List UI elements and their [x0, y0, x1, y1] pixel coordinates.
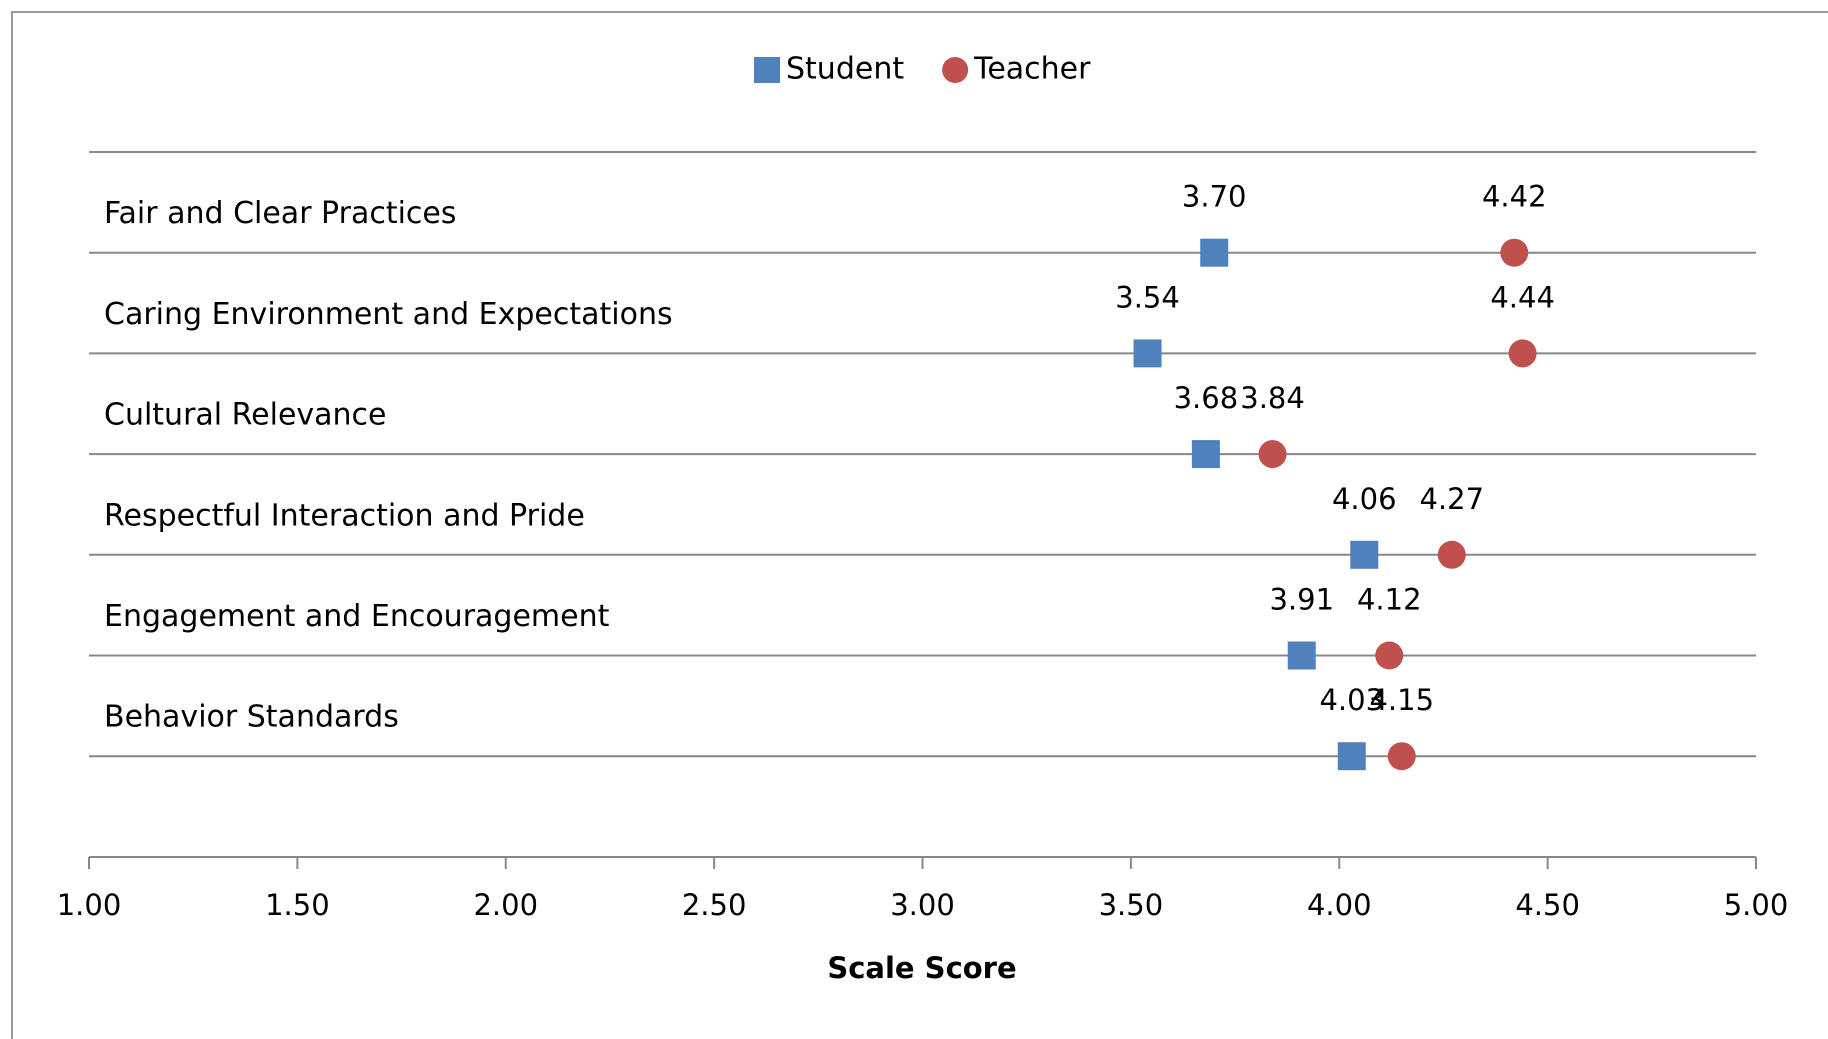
legend-label: Student: [786, 52, 904, 87]
data-label: 3.70: [1182, 180, 1247, 214]
x-tick-label: 5.00: [1724, 888, 1789, 922]
data-label: 4.44: [1490, 280, 1555, 314]
teacher-marker: [1437, 540, 1466, 569]
data-label: 4.42: [1482, 180, 1547, 214]
student-marker: [1133, 339, 1162, 368]
x-tick-label: 4.50: [1515, 888, 1580, 922]
x-axis-title: Scale Score: [827, 951, 1016, 985]
teacher-marker: [1375, 641, 1404, 670]
x-tick-label: 2.00: [473, 888, 538, 922]
category-label: Fair and Clear Practices: [104, 196, 457, 231]
data-label: 4.03: [1319, 683, 1384, 717]
x-tick-label: 2.50: [682, 888, 747, 922]
data-label: 4.27: [1419, 482, 1484, 516]
student-marker: [1337, 742, 1366, 771]
data-label: 3.91: [1269, 583, 1334, 617]
legend-marker: [942, 57, 969, 83]
chart-frame: [11, 11, 1828, 1039]
student-marker: [1350, 540, 1379, 569]
legend-label: Teacher: [973, 52, 1091, 87]
category-label: Caring Environment and Expectations: [104, 297, 673, 332]
student-marker: [1200, 238, 1229, 267]
teacher-marker: [1387, 742, 1416, 771]
data-label: 3.84: [1240, 381, 1305, 415]
data-label: 4.15: [1369, 683, 1434, 717]
x-tick-label: 3.50: [1099, 888, 1164, 922]
data-label: 4.06: [1332, 482, 1397, 516]
category-label: Cultural Relevance: [104, 398, 387, 433]
data-label: 3.68: [1174, 381, 1239, 415]
category-label: Behavior Standards: [104, 700, 399, 735]
student-marker: [1287, 641, 1316, 670]
category-label: Respectful Interaction and Pride: [104, 498, 585, 533]
student-marker: [1191, 440, 1220, 469]
category-label: Engagement and Encouragement: [104, 599, 610, 634]
x-tick-label: 4.00: [1307, 888, 1372, 922]
teacher-marker: [1508, 339, 1537, 368]
data-label: 3.54: [1115, 280, 1180, 314]
x-tick-label: 1.00: [57, 888, 122, 922]
legend-marker: [754, 57, 780, 83]
teacher-marker: [1258, 440, 1287, 469]
x-tick-label: 3.00: [890, 888, 955, 922]
x-tick-label: 1.50: [265, 888, 330, 922]
data-label: 4.12: [1357, 583, 1422, 617]
teacher-marker: [1500, 238, 1529, 267]
